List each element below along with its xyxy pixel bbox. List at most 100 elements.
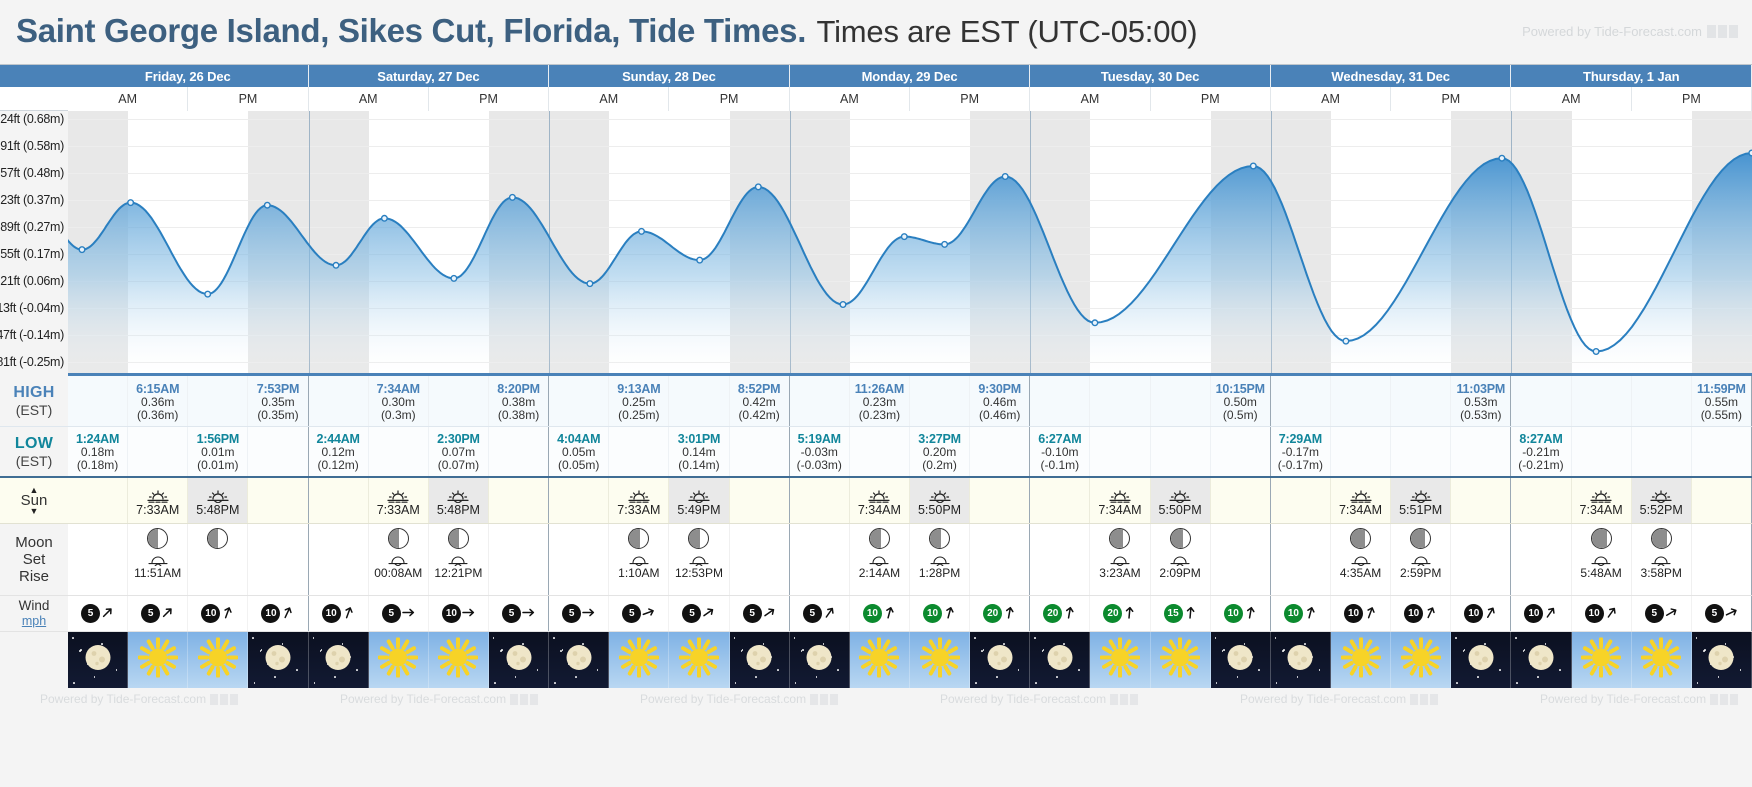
tide-extreme-point-9[interactable] (638, 227, 646, 235)
high-tide-time: 6:15AM (136, 381, 180, 396)
weather-cell (1391, 632, 1452, 688)
low-tide-height: 0.18m (80, 445, 115, 459)
star-decoration (334, 676, 336, 678)
star-decoration (1274, 637, 1277, 639)
low-tide-cell (609, 427, 670, 476)
moon-label-text: Moon (15, 534, 53, 551)
low-tide-cell: 1:24AM 0.18m (0.18m) (68, 427, 129, 476)
high-tide-cell: 9:30PM 0.46m (0.46m) (970, 376, 1031, 426)
footer-watermark: Powered by Tide-Forecast.com (340, 692, 539, 706)
high-tide-cell (669, 376, 730, 426)
moon-cell: 2:59PM (1391, 524, 1452, 595)
moon-event: 3:23AM (1099, 553, 1141, 580)
high-tide-cell (429, 376, 489, 426)
ampm-day-group: AM PM (1270, 87, 1512, 111)
tide-extreme-point-4[interactable] (332, 261, 340, 269)
high-tide-cell (68, 376, 129, 426)
wind-cell: 20 (1030, 596, 1091, 631)
sunset-time: 5:48PM (196, 503, 240, 517)
wind-unit-link[interactable]: mph (21, 614, 47, 628)
high-tide-cell (1331, 376, 1392, 426)
weather-cell (970, 632, 1031, 688)
moon-phase-icon (929, 528, 951, 549)
star-decoration (274, 676, 276, 678)
tide-extreme-point-10[interactable] (696, 256, 704, 264)
moon-phase-icon (1109, 528, 1131, 549)
wind-speed-badge: 5 (742, 604, 762, 623)
tide-extreme-point-2[interactable] (204, 290, 212, 298)
star-decoration (536, 669, 539, 671)
moon-phase-icon (868, 528, 890, 549)
tide-extreme-point-12[interactable] (839, 300, 847, 308)
tide-extreme-point-13[interactable] (900, 233, 908, 241)
wind-speed-badge: 5 (141, 604, 161, 623)
sun-cell: 5:48PM (188, 478, 249, 523)
weather-cell (1030, 632, 1091, 688)
tide-extreme-point-6[interactable] (450, 274, 458, 282)
tide-extreme-point-17[interactable] (1249, 162, 1257, 170)
star-decoration (560, 650, 562, 652)
low-tide-height: 0.01m (201, 445, 235, 459)
tide-extreme-point-20[interactable] (1592, 347, 1600, 355)
sunrise-icon (868, 484, 890, 503)
high-tide-cell: 7:53PM 0.35m (0.35m) (248, 376, 309, 426)
wind-cell: 10 (1211, 596, 1271, 631)
moonrise-time: 2:09PM (1159, 566, 1201, 580)
sun-weather-icon (1640, 637, 1682, 683)
y-axis-tick-2: 1.57ft (0.48m) (0, 166, 64, 180)
weather-cell (1330, 632, 1392, 688)
high-tide-cell: 11:03PM 0.53m (0.53m) (1451, 376, 1512, 426)
wind-cell: 5 (669, 596, 730, 631)
tide-extreme-point-1[interactable] (127, 199, 135, 207)
sun-cell: 7:33AM (369, 478, 429, 523)
wind-direction-arrow-icon (161, 606, 174, 621)
high-tide-cell (1391, 376, 1452, 426)
sunset-icon (688, 484, 710, 503)
moon-phase-icon (1650, 528, 1672, 549)
moonrise-time: 12:21PM (434, 566, 483, 580)
wind-direction-arrow-icon (462, 606, 475, 621)
tide-extreme-point-16[interactable] (1091, 319, 1099, 327)
wind-speed-badge: 5 (81, 604, 101, 623)
tide-extreme-point-18[interactable] (1342, 337, 1350, 345)
wind-speed-badge: 20 (1103, 604, 1123, 623)
tide-extreme-point-11[interactable] (754, 183, 762, 191)
wind-speed-badge: 5 (682, 604, 702, 623)
ampm-header-pm-0: PM (188, 87, 309, 111)
weather-cell (1150, 632, 1211, 688)
low-tide-cell (1151, 427, 1211, 476)
star-decoration (755, 676, 757, 678)
wind-row: Wind mph 5 5 10 10 10 5 10 5 5 5 5 5 5 10 10 20 20 20 15 10… (0, 596, 1752, 632)
weather-cell (1270, 632, 1331, 688)
tide-extreme-point-5[interactable] (380, 214, 388, 222)
tide-extreme-point-19[interactable] (1498, 154, 1506, 162)
day-header-spacer (0, 65, 68, 87)
star-decoration (72, 637, 74, 639)
moon-weather-icon (983, 641, 1017, 680)
tide-extreme-point-3[interactable] (263, 201, 271, 209)
tide-extreme-point-8[interactable] (586, 280, 594, 288)
tide-extreme-point-0[interactable] (78, 246, 86, 254)
sun-cell: 5:49PM (669, 478, 730, 523)
gridline-h (68, 173, 1752, 174)
star-decoration (554, 682, 556, 684)
weather-cell (1090, 632, 1151, 688)
ampm-header-pm-5: PM (1391, 87, 1512, 111)
tide-extreme-point-7[interactable] (508, 193, 516, 201)
wind-direction-arrow-icon (1484, 606, 1497, 621)
day-column: Friday, 26 Dec (68, 65, 309, 87)
high-tide-height: 0.55m (1704, 394, 1739, 409)
high-tide-cell (1151, 376, 1211, 426)
wind-speed-badge: 5 (622, 604, 642, 623)
high-tide-cell (549, 376, 610, 426)
sun-weather-icon (618, 637, 660, 683)
day-column: Sunday, 28 Dec (549, 65, 790, 87)
moon-rise-label-text: Rise (18, 568, 49, 585)
tide-extreme-point-15[interactable] (1001, 173, 1009, 181)
moon-cell (1030, 524, 1091, 595)
tide-extreme-point-14[interactable] (941, 240, 949, 248)
y-axis-tick-4: 0.89ft (0.27m) (0, 220, 64, 234)
moon-cell (1211, 524, 1271, 595)
sun-cell: 7:33AM (609, 478, 670, 523)
star-decoration (1236, 676, 1239, 678)
